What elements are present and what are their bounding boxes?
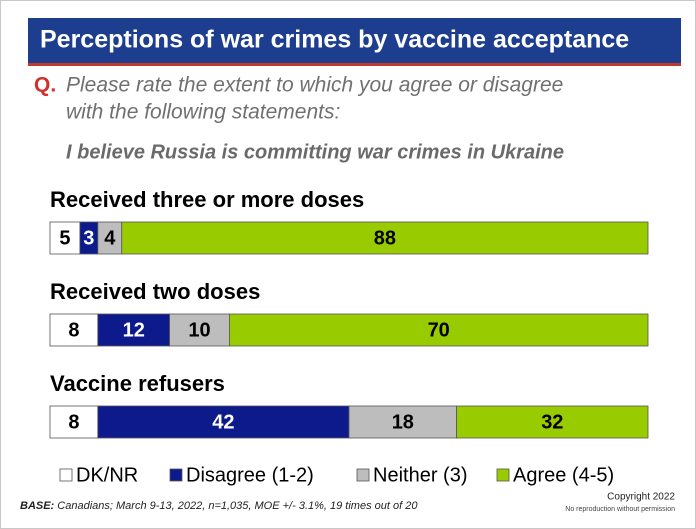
legend-swatch [356, 468, 370, 482]
bar-segment [49, 405, 99, 439]
value-label: 3 [83, 227, 94, 249]
value-label: 42 [212, 411, 234, 433]
question-line: Please rate the extent to which you agre… [66, 74, 563, 97]
legend-label: DK/NR [76, 464, 138, 486]
legend-swatch [169, 468, 183, 482]
value-label: 88 [374, 227, 396, 249]
value-label: 5 [59, 227, 70, 249]
value-label: 12 [123, 319, 145, 341]
bar-segment [456, 405, 649, 439]
legend-label: Neither (3) [373, 464, 467, 486]
notice: No reproduction without permission [565, 506, 675, 513]
copyright: Copyright 2022 [607, 492, 675, 503]
base-text: Canadians; March 9-13, 2022, n=1,035, MO… [57, 500, 418, 512]
base-label: BASE: [20, 500, 55, 512]
category-label: Vaccine refusers [50, 371, 225, 396]
legend-swatch [59, 468, 73, 482]
statement: I believe Russia is committing war crime… [66, 141, 564, 163]
value-label: 10 [188, 319, 210, 341]
bar-segment [121, 221, 649, 255]
bar-segment [228, 313, 649, 347]
legend-label: Disagree (1-2) [186, 464, 314, 486]
bar-segment [348, 405, 458, 439]
question-line: with the following statements: [66, 101, 340, 124]
legend-label: Agree (4-5) [513, 464, 614, 486]
bar-segment [49, 313, 99, 347]
value-label: 8 [68, 319, 79, 341]
bar-segment [169, 313, 230, 347]
value-label: 8 [68, 411, 79, 433]
value-label: 4 [104, 227, 116, 249]
value-label: 70 [428, 319, 450, 341]
question-marker: Q. [34, 74, 56, 97]
bar-segment [97, 313, 170, 347]
value-label: 18 [392, 411, 414, 433]
legend: DK/NR Disagree (1-2) Neither (3) Agree (4-5… [59, 464, 614, 486]
category-label: Received two doses [50, 279, 260, 304]
title-underline [28, 63, 681, 66]
value-label: 32 [541, 411, 563, 433]
base-note: BASE: Canadians; March 9-13, 2022, n=1,0… [20, 500, 418, 512]
title-bar [28, 18, 681, 63]
category-label: Received three or more doses [50, 187, 364, 212]
bar-segment [97, 405, 350, 439]
chart-title: Perceptions of war crimes by vaccine acc… [40, 26, 629, 54]
legend-swatch [496, 468, 510, 482]
